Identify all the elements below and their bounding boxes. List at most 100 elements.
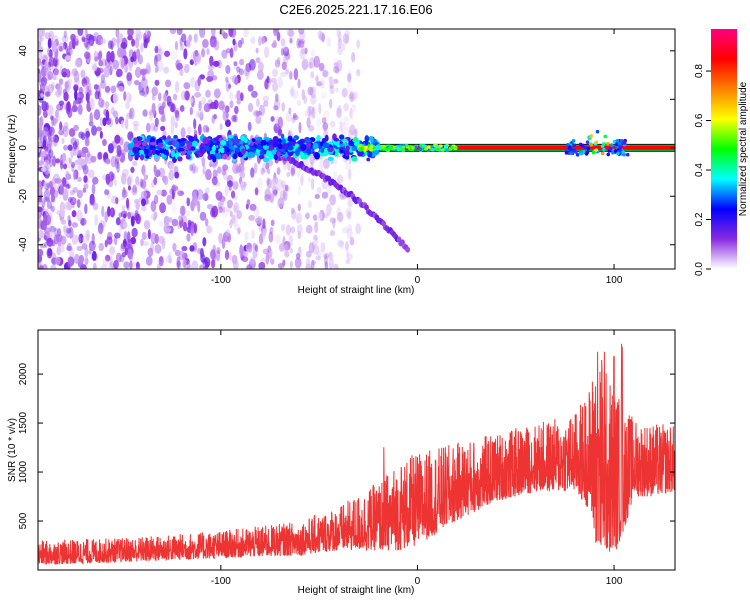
noise-cell [63, 225, 67, 233]
burst-cell [589, 134, 593, 138]
noise-cell [189, 106, 193, 116]
noise-cell [120, 242, 127, 250]
carrier-cell [138, 149, 145, 156]
snr-panel: -100 0 100 500 1000 1500 2000 Height of straig… [7, 329, 676, 596]
noise-cell [91, 250, 97, 261]
carrier-cell [362, 148, 367, 152]
noise-cell [150, 122, 156, 132]
carrier-cell [157, 142, 164, 148]
burst-cell [566, 142, 570, 147]
noise-cell [104, 101, 110, 108]
noise-cell [251, 90, 258, 98]
noise-cell [260, 36, 266, 45]
carrier-cell [132, 146, 139, 154]
noise-cell [333, 78, 339, 84]
noise-cell [135, 29, 141, 39]
noise-cell [104, 85, 111, 93]
noise-cell [55, 158, 61, 164]
noise-cell [307, 200, 313, 209]
noise-cell [298, 121, 302, 134]
noise-cell [236, 66, 241, 73]
carrier-cell [424, 147, 429, 151]
noise-cell [300, 45, 306, 55]
noise-cell [218, 29, 226, 36]
carrier-cell [351, 146, 357, 152]
snr-xtick-label: 100 [606, 576, 623, 587]
noise-cell [107, 64, 112, 73]
noise-cell [221, 49, 228, 59]
noise-cell [343, 102, 349, 112]
noise-cell [38, 211, 41, 218]
noise-cell [285, 111, 293, 123]
noise-cell [197, 200, 201, 213]
noise-cell [340, 121, 344, 128]
noise-cell [276, 179, 284, 191]
noise-cell [277, 56, 281, 65]
noise-cell [337, 105, 342, 115]
noise-cell [285, 224, 291, 236]
carrier-cell [341, 138, 348, 143]
noise-cell [62, 123, 68, 133]
noise-cell [61, 137, 65, 144]
noise-cell [218, 206, 223, 214]
noise-cell [102, 117, 107, 127]
noise-cell [186, 263, 192, 269]
noise-cell [256, 69, 264, 81]
carrier-cell [306, 148, 312, 155]
noise-cell [171, 202, 177, 215]
burst-cell [585, 140, 590, 144]
noise-cell [174, 109, 180, 119]
noise-cell [234, 195, 239, 201]
carrier-cell [344, 149, 350, 157]
carrier-cell [151, 148, 156, 156]
noise-cell [340, 122, 347, 135]
carrier-cell [295, 148, 301, 154]
noise-cell [295, 252, 301, 260]
noise-cell [38, 186, 42, 198]
noise-cell [341, 42, 346, 51]
noise-cell [124, 63, 129, 73]
noise-cell [346, 228, 353, 240]
noise-cell [48, 56, 56, 67]
noise-cell [330, 121, 336, 128]
burst-cell [569, 151, 573, 155]
noise-cell [162, 175, 167, 183]
noise-cell [78, 131, 84, 139]
noise-cell [117, 85, 124, 92]
noise-cell [315, 76, 319, 83]
noise-cell [45, 208, 49, 216]
noise-cell [66, 227, 72, 234]
burst-cell [611, 151, 615, 155]
noise-cell [178, 215, 183, 221]
noise-cell [342, 33, 350, 44]
carrier-cell [211, 145, 217, 152]
noise-cell [63, 144, 68, 151]
noise-cell [233, 202, 240, 214]
noise-cell [127, 185, 132, 191]
noise-cell [50, 240, 56, 247]
noise-cell [265, 162, 270, 170]
noise-cell [84, 247, 89, 258]
noise-cell [254, 244, 259, 252]
noise-cell [297, 78, 301, 89]
noise-cell [310, 49, 316, 57]
noise-cell [274, 59, 281, 68]
noise-cell [150, 214, 156, 220]
snr-xtick-label: 0 [415, 576, 421, 587]
carrier-cell [287, 145, 294, 151]
snr-ylabel: SNR (10 * v/v) [7, 418, 18, 482]
noise-cell [146, 122, 151, 133]
noise-cell [113, 179, 118, 187]
noise-cell [313, 55, 321, 68]
burst-cell [591, 150, 596, 155]
burst-cell [583, 145, 588, 150]
noise-cell [189, 245, 195, 252]
noise-cell [44, 32, 51, 40]
carrier-cell [228, 145, 235, 150]
colorbar-label: Normalized spectral amplitude [738, 81, 749, 216]
noise-cell [83, 175, 88, 183]
noise-cell [248, 214, 255, 221]
noise-cell [183, 63, 190, 74]
noise-cell [263, 100, 269, 107]
noise-cell [288, 234, 293, 246]
